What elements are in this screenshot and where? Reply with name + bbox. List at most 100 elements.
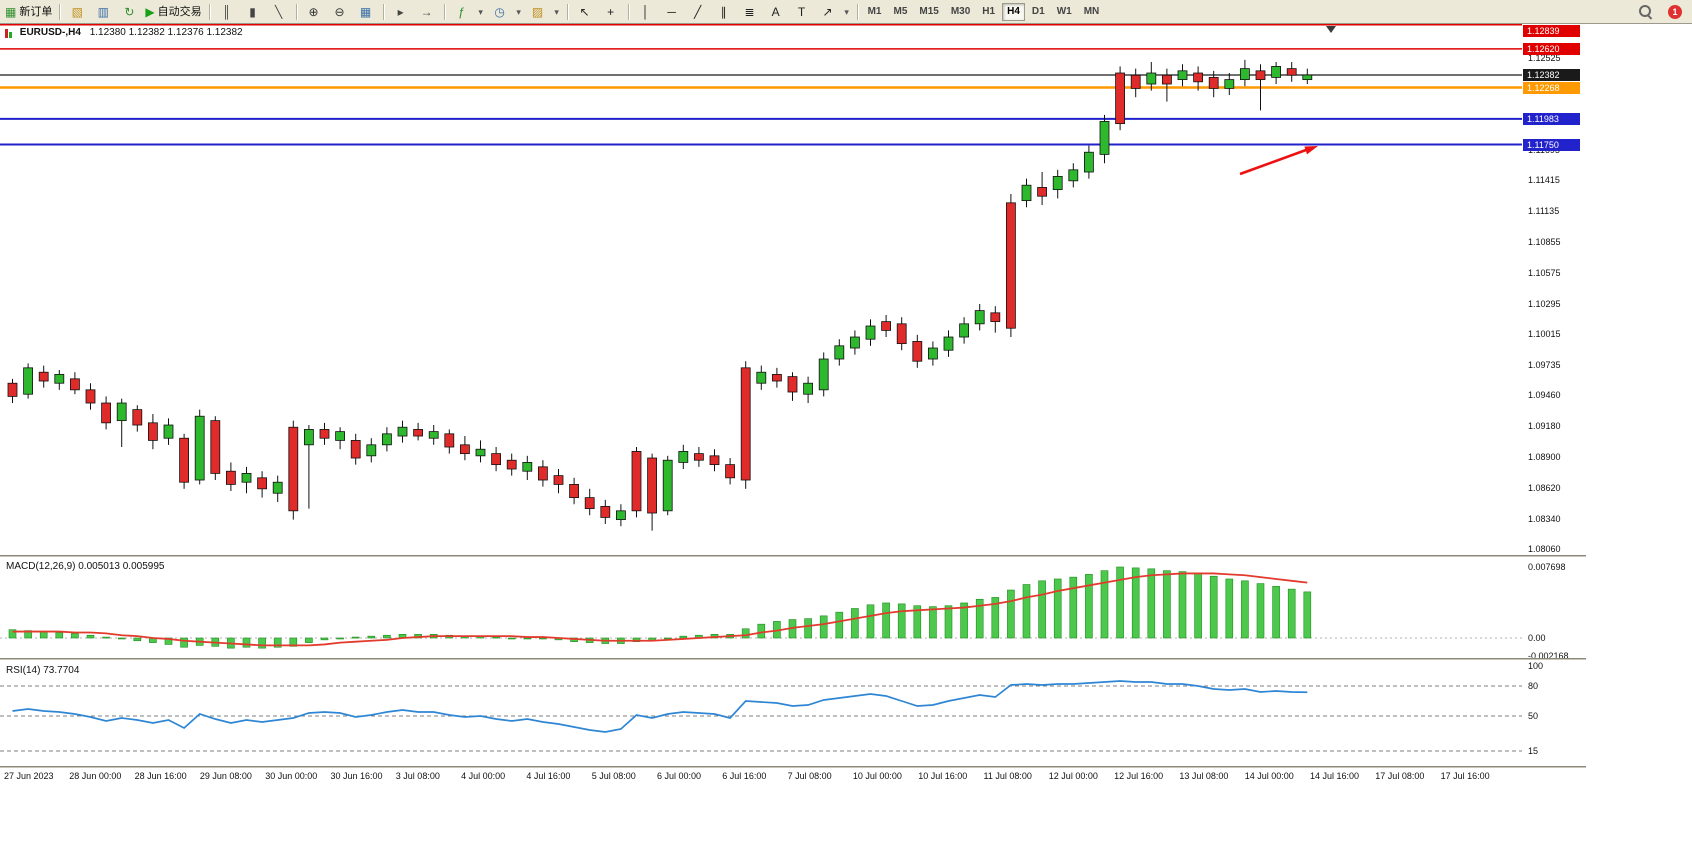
profiles-icon[interactable]: ▥ [90, 1, 116, 23]
price-tick-label: 1.12525 [1528, 53, 1561, 64]
templates-icon[interactable]: ▨ [525, 1, 551, 23]
rsi-name: RSI(14) [6, 665, 41, 676]
time-label: 4 Jul 00:00 [461, 771, 506, 781]
bar-chart-icon: ║ [222, 4, 231, 19]
fibonacci-icon: ≣ [744, 4, 755, 19]
candlestick-chart-icon: ▮ [249, 4, 256, 19]
new-order-button[interactable]: ▦ 新订单 [2, 1, 55, 23]
templates-icon: ▨ [531, 4, 544, 19]
timeframe-h1[interactable]: H1 [982, 5, 996, 17]
macd-name: MACD(12,26,9) [6, 561, 76, 572]
zoom-in-icon[interactable]: ⊕ [301, 1, 327, 23]
periods-icon: ◷ [494, 4, 505, 19]
templates-dropdown-icon: ▾ [554, 6, 559, 17]
price-tick-label: 1.11135 [1528, 206, 1560, 217]
fibonacci-icon[interactable]: ≣ [737, 1, 763, 23]
timeframe-d1[interactable]: D1 [1031, 5, 1045, 17]
price-tick-label: 1.08340 [1528, 513, 1561, 524]
notification-badge[interactable]: 1 [1668, 4, 1682, 19]
chart-shift-marker-icon[interactable] [1326, 26, 1336, 33]
price-tick-label: 1.10575 [1528, 267, 1561, 278]
search-icon[interactable] [1638, 4, 1654, 20]
toolbar-separator [443, 3, 445, 20]
channel-icon[interactable]: ∥ [711, 1, 737, 23]
line-chart-icon[interactable]: ╲ [266, 1, 292, 23]
crosshair-icon[interactable]: + [598, 1, 624, 23]
text-icon[interactable]: A [763, 1, 789, 23]
time-label: 3 Jul 08:00 [395, 771, 440, 781]
timeframe-m5[interactable]: M5 [893, 5, 908, 17]
chart-ohlc-values: 1.12380 1.12382 1.12376 1.12382 [89, 27, 243, 38]
cursor-icon: ↖ [579, 4, 590, 19]
text-label-icon[interactable]: T [789, 1, 815, 23]
macd-indicator-label: MACD(12,26,9) 0.005013 0.005995 [6, 561, 164, 572]
toolbar-separator [627, 3, 629, 20]
macd-scale-max: 0.007698 [1528, 562, 1566, 572]
time-label: 30 Jun 00:00 [265, 771, 318, 781]
profiles-icon: ▥ [97, 4, 110, 19]
auto-scroll-icon[interactable]: ▸ [388, 1, 414, 23]
price-tag: 1.12620 [1523, 42, 1580, 55]
macd-scale-zero: 0.00 [1528, 633, 1546, 643]
time-label: 17 Jul 08:00 [1375, 771, 1425, 781]
panel-divider-macd-rsi[interactable] [0, 658, 1586, 660]
tile-windows-icon[interactable]: ▦ [353, 1, 379, 23]
rsi-canvas[interactable] [0, 660, 1530, 766]
timeframe-mn[interactable]: MN [1083, 5, 1100, 17]
time-label: 14 Jul 00:00 [1244, 771, 1294, 781]
arrows-dropdown-icon[interactable]: ▾ [841, 1, 853, 23]
timeframe-h4[interactable]: H4 [1002, 2, 1025, 21]
trendline-icon[interactable]: ╱ [685, 1, 711, 23]
auto-trading-button: ▶ [145, 4, 155, 19]
periods-dropdown-icon[interactable]: ▾ [513, 1, 525, 23]
arrows-tool-icon[interactable]: ↗ [815, 1, 841, 23]
auto-trading-button-label: 自动交易 [157, 5, 202, 18]
templates-dropdown-icon[interactable]: ▾ [551, 1, 563, 23]
candlestick-chart-icon[interactable]: ▮ [240, 1, 266, 23]
time-label: 7 Jul 08:00 [787, 771, 832, 781]
vertical-line-icon[interactable]: │ [633, 1, 659, 23]
price-tag: 1.12839 [1523, 25, 1580, 37]
text-label-icon: T [797, 4, 806, 19]
zoom-in-icon: ⊕ [308, 4, 319, 19]
new-chart-icon[interactable]: ▧ [64, 1, 90, 23]
panel-divider-rsi-time[interactable] [0, 766, 1586, 768]
price-tag: 1.11750 [1523, 138, 1580, 151]
chart-shift-icon[interactable]: → [414, 1, 440, 23]
price-tick-label: 1.08060 [1528, 544, 1561, 555]
indicators-dropdown-icon[interactable]: ▾ [475, 1, 487, 23]
text-icon: A [771, 4, 780, 19]
timeframe-m15[interactable]: M15 [919, 5, 939, 17]
chart-window-icon [5, 27, 13, 38]
bar-chart-icon[interactable]: ║ [214, 1, 240, 23]
toolbar-items: ▦ 新订单 ▧ ▥ ↻ ▶ 自动交易 ║ ▮ ╲ ⊕ ⊖ ▦ ▸ → ƒ ▾ ◷ ▾ ▨ ▾ ↖ + │ ─ ╱ ∥ ≣ A T ↗ ▾ M1 M… [2, 0, 1105, 23]
panel-divider-main-macd[interactable] [0, 555, 1586, 557]
refresh-icon[interactable]: ↻ [116, 1, 142, 23]
macd-canvas[interactable] [0, 557, 1530, 658]
auto-trading-button[interactable]: ▶ 自动交易 [142, 1, 204, 23]
periods-icon[interactable]: ◷ [487, 1, 513, 23]
new-chart-icon: ▧ [71, 4, 84, 19]
toolbar-separator [208, 3, 210, 20]
chart-shift-icon: → [420, 4, 433, 19]
price-tick-label: 1.09180 [1528, 421, 1561, 432]
macd-scale-min: -0.002168 [1528, 651, 1569, 661]
horizontal-line-icon[interactable]: ─ [659, 1, 685, 23]
zoom-out-icon[interactable]: ⊖ [327, 1, 353, 23]
toolbar-separator [59, 3, 61, 20]
price-tick-label: 1.09735 [1528, 360, 1561, 371]
cursor-icon[interactable]: ↖ [572, 1, 598, 23]
line-chart-icon: ╲ [274, 4, 283, 19]
timeframe-m1[interactable]: M1 [867, 5, 882, 17]
timeframe-w1[interactable]: W1 [1056, 5, 1072, 17]
indicators-icon[interactable]: ƒ [449, 1, 475, 23]
price-chart-canvas[interactable] [0, 24, 1530, 555]
time-label: 5 Jul 08:00 [591, 771, 636, 781]
time-label: 17 Jul 16:00 [1440, 771, 1490, 781]
toolbar-separator [382, 3, 384, 20]
toolbar: ▦ 新订单 ▧ ▥ ↻ ▶ 自动交易 ║ ▮ ╲ ⊕ ⊖ ▦ ▸ → ƒ ▾ ◷ ▾ ▨ ▾ ↖ + │ ─ ╱ ∥ ≣ A T ↗ ▾ M1 M… [0, 0, 1692, 24]
rsi-scale-label: 50 [1528, 711, 1539, 721]
time-label: 10 Jul 00:00 [852, 771, 902, 781]
timeframe-m30[interactable]: M30 [950, 5, 971, 17]
